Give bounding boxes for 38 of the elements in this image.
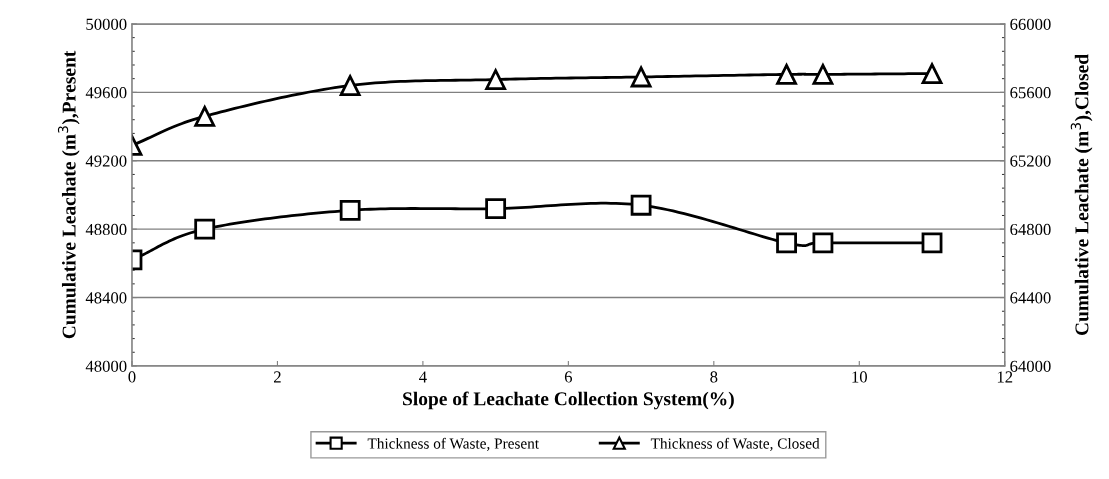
point [339, 75, 361, 96]
y-tick-label: 48800 [85, 223, 127, 236]
point [776, 63, 797, 85]
point [339, 199, 361, 221]
y2-tick-label: 66000 [1010, 18, 1051, 30]
x-axis-title: Slope of Leachate Collection System(%) [403, 391, 734, 410]
y-axis-title: Cumulative Leachate (m$^{3}$),Present [57, 50, 80, 339]
x-tick-label: 12 [997, 371, 1013, 383]
x-tick-label: 0 [128, 371, 136, 383]
point [776, 232, 797, 254]
y-tick-label: 48400 [85, 292, 127, 304]
y-tick-label: 50000 [86, 18, 127, 30]
x-tick-label: 4 [419, 371, 427, 383]
point [630, 194, 652, 216]
y2-tick-label: 65200 [1010, 155, 1051, 167]
x-tick-label: 8 [710, 371, 718, 383]
legend-label: Thickness of Waste, Present [367, 437, 539, 451]
y2-axis-title: Cumulative Leachate (m$^{3}$),Closed [1070, 54, 1093, 336]
point [194, 218, 216, 240]
y2-tick-label: 64800 [1010, 223, 1051, 236]
point [921, 63, 943, 84]
legend-label: Thickness of Waste, Closed [650, 437, 820, 451]
y2-tick-label: 64000 [1010, 360, 1051, 372]
y2-tick-label: 64400 [1010, 292, 1051, 304]
x-tick-label: 10 [852, 371, 867, 383]
point [485, 198, 507, 220]
point [921, 232, 943, 254]
point [629, 64, 653, 88]
y-tick-label: 48000 [85, 360, 127, 372]
point [812, 232, 834, 254]
y-tick-label: 49600 [85, 87, 127, 99]
point [812, 63, 834, 85]
y2-tick-label: 65600 [1010, 87, 1051, 99]
x-tick-label: 6 [564, 371, 573, 383]
x-tick-label: 2 [274, 371, 281, 383]
point [485, 69, 507, 90]
y-tick-label: 49200 [85, 155, 127, 167]
point [194, 105, 216, 127]
